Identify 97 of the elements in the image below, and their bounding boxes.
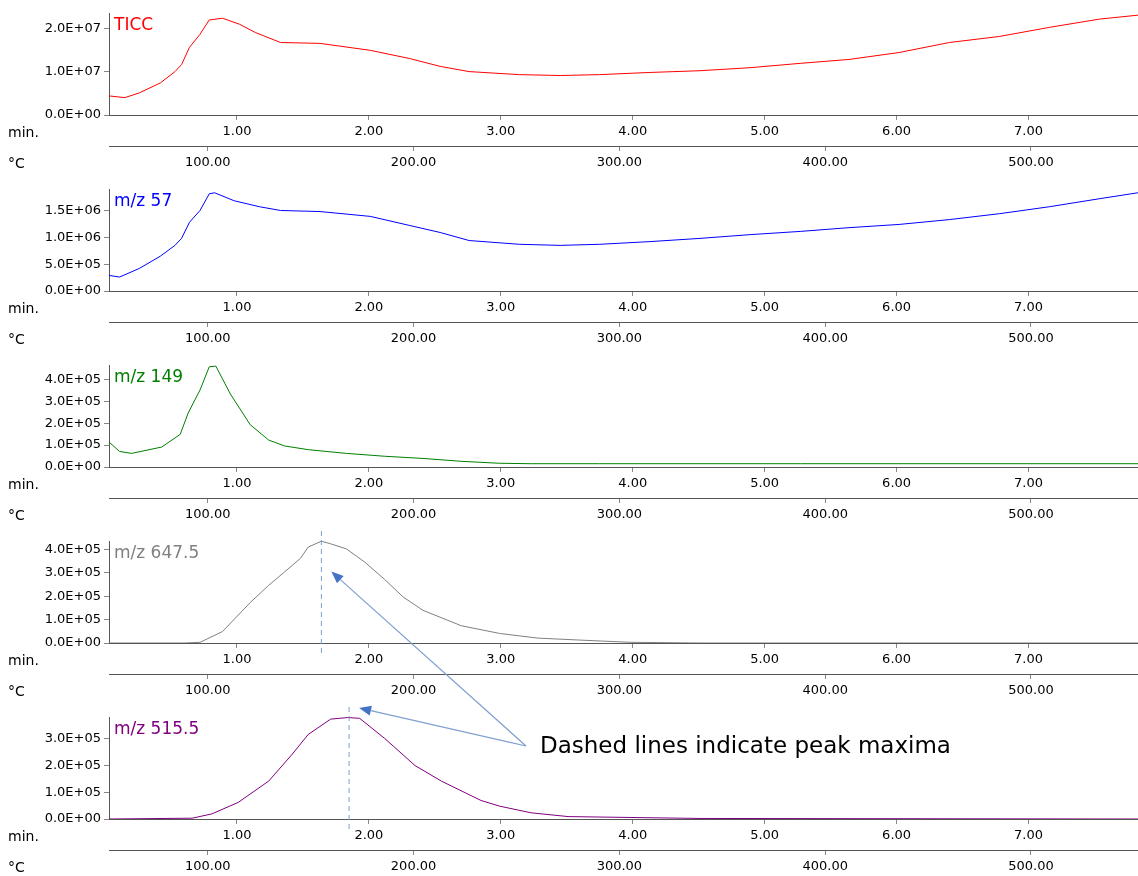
series-label: m/z 57 bbox=[114, 189, 173, 210]
x-axis-title: min. bbox=[8, 123, 39, 140]
x-tick-label: 3.00 bbox=[486, 123, 516, 139]
y-tick-label: 2.0E+05 bbox=[44, 756, 101, 772]
y-tick-label: 1.0E+06 bbox=[44, 228, 101, 244]
x2-tick-label: 200.00 bbox=[390, 330, 437, 346]
x2-tick-label: 300.00 bbox=[596, 154, 643, 170]
annotation: Dashed lines indicate peak maxima bbox=[540, 732, 951, 758]
x-tick-label: 4.00 bbox=[618, 651, 648, 667]
x2-tick-label: 300.00 bbox=[596, 330, 643, 346]
y-tick-label: 1.5E+06 bbox=[44, 201, 101, 217]
y-tick-label: 5.0E+05 bbox=[44, 255, 101, 271]
x-tick-label: 5.00 bbox=[750, 299, 780, 315]
x2-tick-label: 400.00 bbox=[802, 330, 848, 346]
y-tick-label: 1.0E+07 bbox=[44, 62, 101, 78]
x-tick-label: 5.00 bbox=[750, 123, 780, 139]
x-tick-label: 6.00 bbox=[882, 123, 912, 139]
x-tick-label: 7.00 bbox=[1014, 475, 1043, 491]
x2-tick-label: 200.00 bbox=[390, 682, 437, 698]
x-axis-title: min. bbox=[8, 299, 39, 316]
x-tick-label: 4.00 bbox=[618, 827, 648, 843]
x2-axis-title: °C bbox=[8, 682, 25, 699]
y-tick-label: 2.0E+05 bbox=[44, 587, 101, 603]
x2-tick-label: 200.00 bbox=[390, 506, 437, 522]
x-tick-label: 6.00 bbox=[882, 475, 912, 491]
x2-tick-label: 500.00 bbox=[1008, 506, 1054, 522]
y-tick-label: 1.0E+05 bbox=[44, 783, 101, 799]
y-tick-label: 3.0E+05 bbox=[44, 564, 101, 580]
y-tick-label: 3.0E+05 bbox=[44, 392, 101, 408]
x-axis-title: min. bbox=[8, 475, 39, 492]
y-tick-label: 0.0E+00 bbox=[44, 282, 101, 298]
y-tick-label: 4.0E+05 bbox=[44, 370, 101, 386]
x2-tick-label: 100.00 bbox=[185, 154, 231, 170]
x2-axis-title: °C bbox=[8, 858, 25, 875]
x-tick-label: 3.00 bbox=[486, 827, 516, 843]
x-tick-label: 4.00 bbox=[618, 123, 648, 139]
x2-tick-label: 200.00 bbox=[390, 154, 437, 170]
x2-tick-label: 100.00 bbox=[185, 330, 231, 346]
x2-tick-label: 500.00 bbox=[1008, 154, 1054, 170]
x-tick-label: 2.00 bbox=[354, 123, 384, 139]
x2-tick-label: 100.00 bbox=[185, 682, 231, 698]
x2-tick-label: 400.00 bbox=[802, 682, 848, 698]
x-tick-label: 7.00 bbox=[1014, 827, 1043, 843]
x2-axis-title: °C bbox=[8, 330, 25, 347]
x-tick-label: 7.00 bbox=[1014, 123, 1043, 139]
y-tick-label: 0.0E+00 bbox=[44, 458, 101, 474]
x2-tick-label: 300.00 bbox=[596, 506, 643, 522]
x2-tick-label: 300.00 bbox=[596, 858, 643, 874]
x-axis-title: min. bbox=[8, 827, 39, 844]
x2-tick-label: 100.00 bbox=[185, 858, 231, 874]
x-tick-label: 1.00 bbox=[222, 299, 252, 315]
y-tick-label: 2.0E+07 bbox=[44, 19, 101, 35]
x-tick-label: 6.00 bbox=[882, 299, 912, 315]
y-tick-label: 3.0E+05 bbox=[44, 729, 101, 745]
x2-tick-label: 200.00 bbox=[390, 858, 437, 874]
x-tick-label: 5.00 bbox=[750, 651, 780, 667]
x-tick-label: 2.00 bbox=[354, 651, 384, 667]
x-tick-label: 2.00 bbox=[354, 827, 384, 843]
series-label: m/z 149 bbox=[114, 365, 184, 386]
y-tick-label: 0.0E+00 bbox=[44, 634, 101, 650]
y-tick-label: 1.0E+05 bbox=[44, 436, 101, 452]
text: TICC bbox=[113, 13, 154, 34]
x-tick-label: 7.00 bbox=[1014, 651, 1043, 667]
x-tick-label: 3.00 bbox=[486, 299, 516, 315]
y-tick-label: 1.0E+05 bbox=[44, 611, 101, 627]
x2-tick-label: 300.00 bbox=[596, 682, 643, 698]
x2-tick-label: 400.00 bbox=[802, 858, 848, 874]
x2-tick-label: 500.00 bbox=[1008, 682, 1054, 698]
x-tick-label: 3.00 bbox=[486, 651, 516, 667]
x2-tick-label: 100.00 bbox=[185, 506, 231, 522]
y-tick-label: 0.0E+00 bbox=[44, 106, 101, 122]
x-tick-label: 5.00 bbox=[750, 475, 780, 491]
x2-tick-label: 400.00 bbox=[802, 506, 848, 522]
x2-tick-label: 400.00 bbox=[802, 154, 848, 170]
x2-axis-title: °C bbox=[8, 506, 25, 523]
x2-axis-title: °C bbox=[8, 154, 25, 171]
x-tick-label: 4.00 bbox=[618, 475, 648, 491]
x-tick-label: 6.00 bbox=[882, 651, 912, 667]
x-tick-label: 1.00 bbox=[222, 827, 252, 843]
y-tick-label: 0.0E+00 bbox=[44, 810, 101, 826]
text: m/z 515.5 bbox=[114, 717, 200, 738]
x-tick-label: 7.00 bbox=[1014, 299, 1043, 315]
x-tick-label: 4.00 bbox=[618, 299, 648, 315]
x-tick-label: 1.00 bbox=[222, 651, 252, 667]
x-tick-label: 2.00 bbox=[354, 475, 384, 491]
x2-tick-label: 500.00 bbox=[1008, 330, 1054, 346]
x2-tick-label: 500.00 bbox=[1008, 858, 1054, 874]
x-tick-label: 3.00 bbox=[486, 475, 516, 491]
x-tick-label: 6.00 bbox=[882, 827, 912, 843]
x-tick-label: 1.00 bbox=[222, 475, 252, 491]
text: m/z 647.5 bbox=[114, 541, 200, 562]
x-axis-title: min. bbox=[8, 651, 39, 668]
x-tick-label: 2.00 bbox=[354, 299, 384, 315]
x-tick-label: 1.00 bbox=[222, 123, 252, 139]
y-tick-label: 2.0E+05 bbox=[44, 414, 101, 430]
x-tick-label: 5.00 bbox=[750, 827, 780, 843]
y-tick-label: 4.0E+05 bbox=[44, 541, 101, 557]
